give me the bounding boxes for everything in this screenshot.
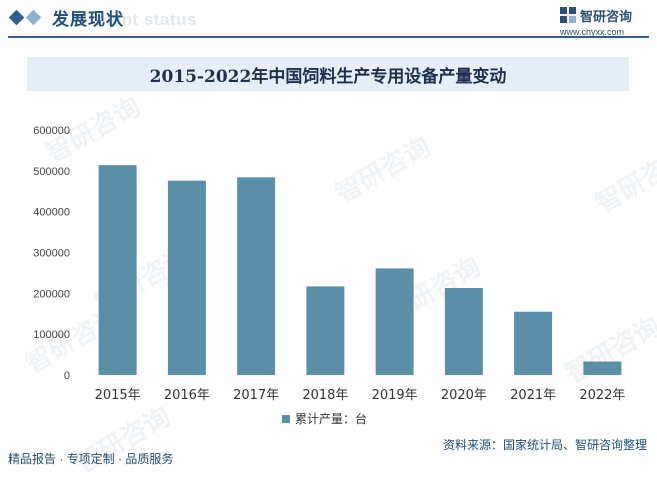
y-tick-label: 0	[64, 370, 70, 382]
header-rule	[8, 36, 649, 38]
header-watermark-subtitle: ment status	[96, 10, 197, 29]
footer-slogan: 精品报告 · 专项定制 · 品质服务	[8, 452, 174, 466]
bar	[167, 180, 206, 375]
x-tick-label: 2016年	[164, 388, 210, 403]
x-tick-label: 2019年	[372, 388, 418, 403]
y-tick-label: 200000	[33, 288, 70, 300]
page-header: ment status 发展现状 智研咨询 www.chyxx.com	[0, 0, 657, 40]
y-tick-label: 100000	[33, 329, 70, 341]
bar	[237, 177, 276, 375]
bar	[444, 288, 483, 375]
y-tick-label: 400000	[33, 207, 70, 219]
brand-url: www.chyxx.com	[560, 27, 625, 37]
chart-title: 2015-2022年中国饲料生产专用设备产量变动	[149, 66, 507, 87]
bar-chart: 0 100000 200000 300000 400000 500000 600000 201…	[33, 125, 625, 426]
header-diamonds-icon	[8, 9, 42, 26]
bar	[583, 361, 622, 375]
x-tick-label: 2022年	[579, 388, 625, 403]
bar	[375, 268, 414, 375]
x-tick-label: 2020年	[441, 388, 487, 403]
x-tick-label: 2021年	[510, 388, 556, 403]
brand-name: 智研咨询	[580, 10, 633, 25]
bar	[514, 311, 553, 375]
x-tick-label: 2015年	[95, 388, 141, 403]
x-tick-label: 2018年	[302, 388, 348, 403]
y-tick-label: 500000	[33, 166, 70, 178]
y-tick-label: 300000	[33, 248, 70, 260]
brand-logo-icon	[560, 7, 576, 23]
x-tick-label: 2017年	[233, 388, 279, 403]
chart-title-box: 2015-2022年中国饲料生产专用设备产量变动	[27, 57, 629, 91]
legend-swatch	[282, 415, 290, 423]
legend-label: 累计产量：台	[295, 411, 367, 426]
section-title: 发展现状	[52, 10, 124, 30]
y-tick-label: 600000	[33, 125, 70, 137]
brand-logo: 智研咨询 www.chyxx.com	[560, 6, 650, 38]
source-note: 资料来源：国家统计局、智研咨询整理	[442, 438, 647, 452]
bar	[98, 165, 137, 375]
bar	[306, 286, 345, 375]
